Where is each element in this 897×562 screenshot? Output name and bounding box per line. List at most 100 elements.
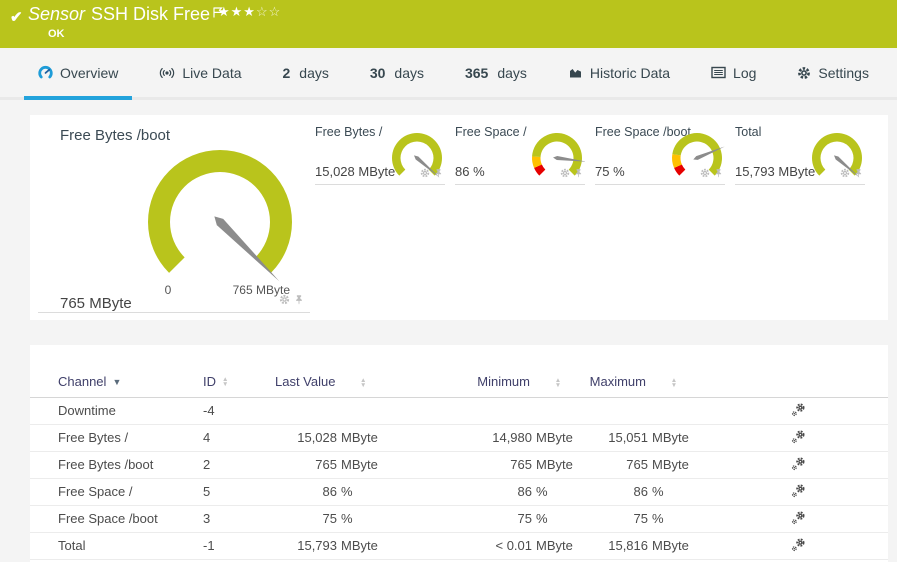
column-header-actions: [696, 367, 888, 398]
channel-name: Free Bytes /: [58, 430, 129, 445]
last-value: 765: [315, 457, 337, 472]
gauge-settings-gear-icon[interactable]: [420, 165, 430, 183]
tab-settings[interactable]: Settings: [783, 48, 883, 97]
last-value-unit: MByte: [341, 538, 378, 553]
gauges-panel: Free Bytes /boot 0 765 MByte 765 MByte F…: [30, 115, 888, 320]
sensor-type-label: Sensor: [28, 4, 86, 24]
last-value-unit: %: [341, 511, 353, 526]
table-row[interactable]: Free Bytes / 4 15,028 MByte 14,980 MByte 1…: [30, 424, 888, 452]
maximum-value: 75: [633, 511, 648, 526]
last-value: 15,028: [297, 430, 337, 445]
gauge-title: Total: [735, 125, 762, 139]
column-header-id[interactable]: ID ▲ ▼: [203, 367, 275, 398]
gauge-pin-icon[interactable]: [294, 292, 304, 310]
tab-overview-label: Overview: [60, 64, 119, 81]
tab-overview[interactable]: Overview: [24, 48, 133, 100]
gauge-block-free-space-boot[interactable]: Free Space /boot 75 %: [595, 125, 725, 185]
gauge-scale-max: 765 MByte: [232, 283, 290, 297]
tab-365-days[interactable]: 365 days: [451, 48, 541, 97]
gauge-title: Free Space /: [455, 125, 527, 139]
main-gauge: [148, 149, 292, 282]
channel-settings-gears-icon[interactable]: [791, 510, 806, 528]
last-value: 75: [322, 511, 337, 526]
maximum-unit: MByte: [652, 538, 689, 553]
channel-settings-gears-icon[interactable]: [791, 483, 806, 501]
gauge-block-free-bytes-root[interactable]: Free Bytes / 15,028 MByte: [315, 125, 445, 185]
gauge-pin-icon[interactable]: [434, 165, 443, 183]
channels-table-body: Downtime -4 Free Bytes / 4 15,028 MByte 1…: [30, 397, 888, 560]
channel-settings-gears-icon[interactable]: [791, 429, 806, 447]
area-chart-icon: [569, 68, 581, 77]
table-row[interactable]: Free Space / 5 86% 86% 86%: [30, 478, 888, 506]
channel-id: 5: [203, 484, 211, 499]
gauge-block-free-bytes-boot[interactable]: Free Bytes /boot 0 765 MByte 765 MByte: [38, 123, 310, 313]
last-value: 15,793: [297, 538, 337, 553]
tab-log[interactable]: Log: [697, 48, 770, 97]
gauge-scale-min: 0: [164, 283, 172, 297]
stars-filled: ★★★: [218, 4, 256, 19]
gauge-value: 86 %: [455, 164, 485, 179]
minimum-unit: %: [536, 484, 548, 499]
channel-id: 2: [203, 457, 211, 472]
channel-settings-gears-icon[interactable]: [791, 456, 806, 474]
tab-live-data[interactable]: Live Data: [145, 48, 255, 97]
gauge-value: 75 %: [595, 164, 625, 179]
gauge-pin-icon[interactable]: [854, 165, 863, 183]
minimum-value: 14,980: [492, 430, 532, 445]
gauge-value: 15,028 MByte: [315, 164, 396, 179]
gauge-settings-gear-icon[interactable]: [840, 165, 850, 183]
channels-panel: Channel ▼ ID ▲ ▼ Last Value ▲ ▼ Minimum ▲ ▼ Max…: [30, 345, 888, 562]
table-row[interactable]: Total -1 15,793 MByte < 0.01 MByte 15,816 M…: [30, 532, 888, 560]
table-row[interactable]: Downtime -4: [30, 397, 888, 425]
channel-settings-gears-icon[interactable]: [791, 537, 806, 555]
channel-name: Downtime: [58, 403, 116, 418]
channel-name: Free Space /boot: [58, 511, 158, 526]
sort-icon: ▲ ▼: [360, 376, 367, 389]
column-label: Maximum: [589, 374, 646, 390]
gauge-pin-icon[interactable]: [714, 165, 723, 183]
gauge-value: 765 MByte: [60, 295, 132, 312]
gauge-title: Free Space /boot: [595, 125, 691, 139]
gauge-settings-gear-icon[interactable]: [700, 165, 710, 183]
small-gauge: [532, 133, 585, 176]
gauge-block-total[interactable]: Total 15,793 MByte: [735, 125, 865, 185]
last-value: 86: [322, 484, 337, 499]
channel-id: 3: [203, 511, 211, 526]
priority-stars[interactable]: ★★★☆☆: [218, 4, 281, 20]
maximum-unit: MByte: [652, 457, 689, 472]
gauge-value: 15,793 MByte: [735, 164, 816, 179]
maximum-value: 86: [633, 484, 648, 499]
table-row[interactable]: Free Bytes /boot 2 765 MByte 765 MByte 765…: [30, 451, 888, 479]
channel-id: 4: [203, 430, 211, 445]
tab-bar: Overview Live Data 2 days 30 days 365 da…: [0, 48, 897, 100]
maximum-unit: MByte: [652, 430, 689, 445]
minimum-unit: MByte: [536, 538, 573, 553]
channel-name: Free Bytes /boot: [58, 457, 154, 472]
last-value-unit: MByte: [341, 457, 378, 472]
sort-desc-icon: ▼: [112, 376, 122, 387]
table-row[interactable]: Free Space /boot 3 75% 75% 75%: [30, 505, 888, 533]
gauge-settings-gear-icon[interactable]: [279, 292, 290, 310]
column-header-maximum[interactable]: Maximum ▲ ▼: [580, 367, 696, 398]
column-header-channel[interactable]: Channel ▼: [30, 367, 203, 398]
tab-historic-data[interactable]: Historic Data: [554, 48, 684, 97]
tab-365-days-label: days: [497, 64, 527, 81]
column-header-minimum[interactable]: Minimum ▲ ▼: [385, 367, 580, 398]
sort-icon: ▲ ▼: [670, 376, 678, 389]
small-gauge: [672, 133, 725, 176]
tab-2-days[interactable]: 2 days: [268, 48, 342, 97]
tab-30-days[interactable]: 30 days: [356, 48, 438, 97]
gauge-settings-gear-icon[interactable]: [560, 165, 570, 183]
status-ok-check-icon: ✔: [10, 9, 23, 26]
maximum-unit: %: [652, 484, 664, 499]
priority-flag-icon[interactable]: [213, 2, 223, 23]
channel-settings-gears-icon[interactable]: [791, 402, 806, 420]
tab-2-days-number: 2: [282, 64, 291, 81]
column-header-last-value[interactable]: Last Value ▲ ▼: [275, 367, 385, 398]
sensor-header: ✔ Sensor SSH Disk Free ★★★☆☆ OK: [0, 0, 897, 48]
gauge-block-free-space-root[interactable]: Free Space / 86 %: [455, 125, 585, 185]
gauge-pin-icon[interactable]: [574, 165, 583, 183]
channel-name: Free Space /: [58, 484, 133, 499]
column-label: Channel: [58, 374, 107, 390]
